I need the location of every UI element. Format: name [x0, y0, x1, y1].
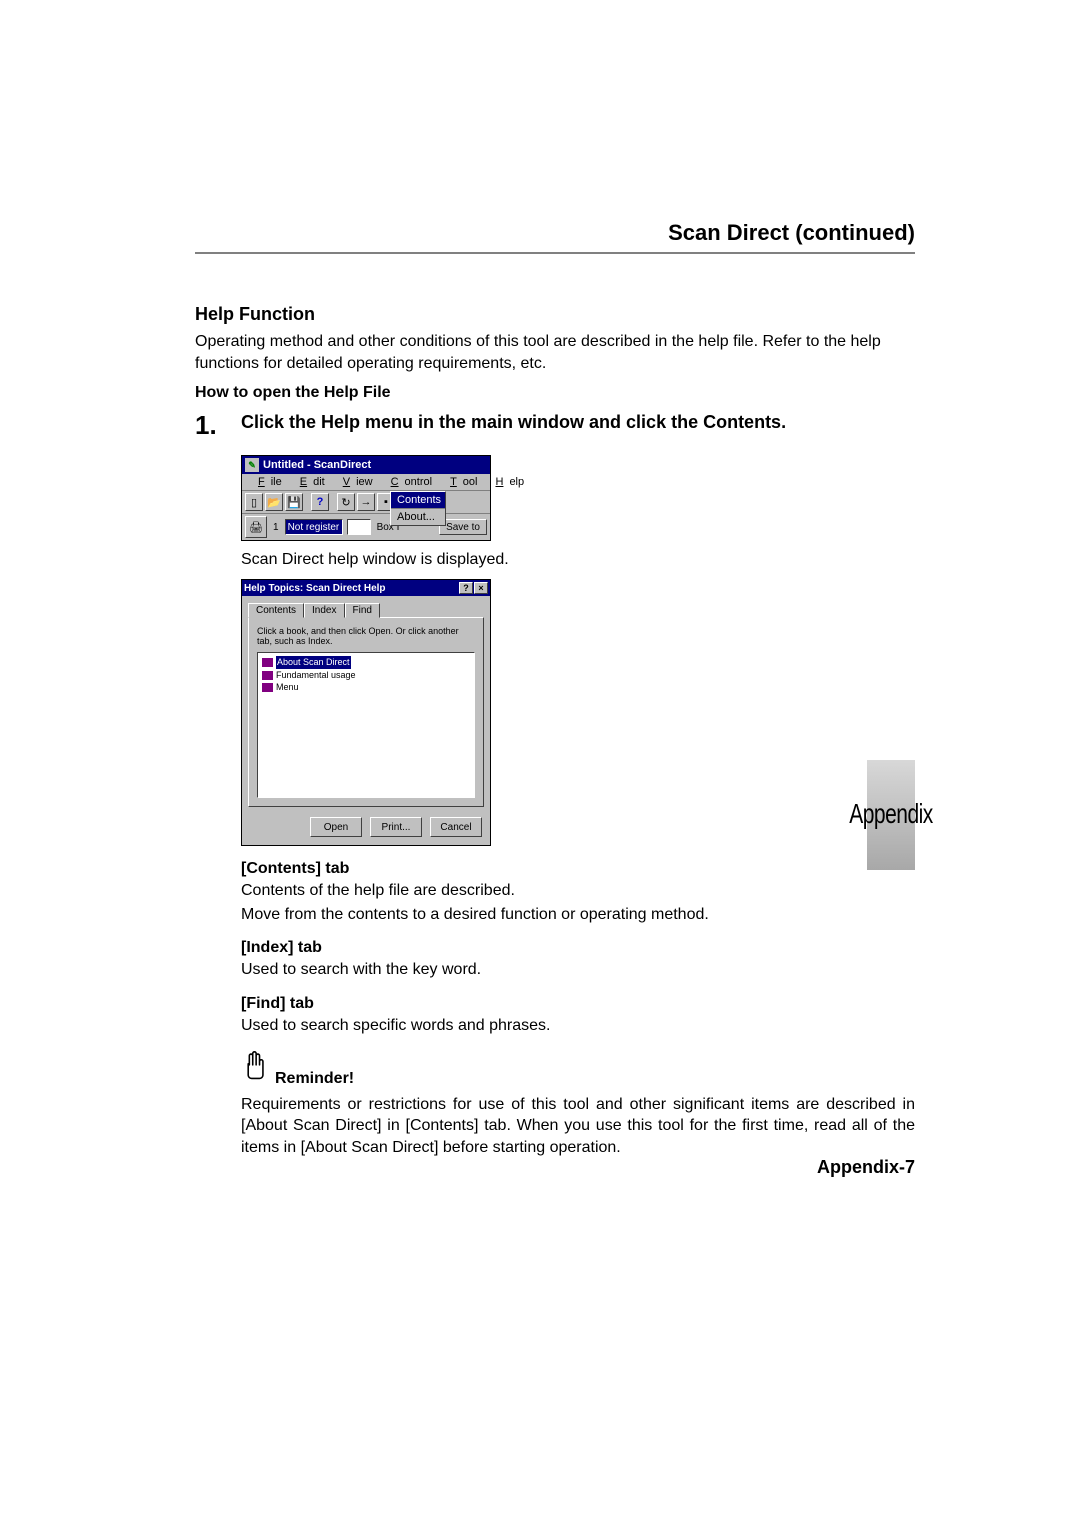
hand-icon [241, 1049, 269, 1088]
step-text: Click the Help menu in the main window a… [241, 410, 786, 434]
menu-file[interactable]: File [246, 475, 288, 489]
help-topics-window: Help Topics: Scan Direct Help ? × Conten… [241, 579, 491, 846]
cancel-button[interactable]: Cancel [430, 817, 482, 837]
howto-heading: How to open the Help File [195, 384, 915, 402]
divider [195, 252, 915, 254]
topics-tree: About Scan Direct Fundamental usage Menu [257, 652, 475, 798]
appendix-label: Appendix [849, 799, 933, 830]
printer-icon[interactable]: 🖨 [245, 516, 267, 538]
new-icon[interactable]: ▯ [245, 493, 263, 511]
index-tab-heading: [Index] tab [241, 939, 915, 957]
register-field[interactable]: Not register [285, 519, 343, 535]
menu-tool[interactable]: Tool [438, 475, 483, 489]
refresh-icon[interactable]: ↻ [337, 493, 355, 511]
dropdown-contents[interactable]: Contents [391, 492, 445, 509]
contents-tab-line2: Move from the contents to a desired func… [241, 904, 915, 926]
tree-node-fundamental[interactable]: Fundamental usage [262, 669, 470, 682]
menu-help[interactable]: Help [483, 475, 530, 489]
help-dropdown: Contents About... [390, 491, 446, 526]
contents-tab-heading: [Contents] tab [241, 860, 915, 878]
book-icon [262, 671, 273, 680]
print-button[interactable]: Print... [370, 817, 422, 837]
help-question-icon[interactable]: ? [459, 582, 473, 594]
app-menubar: File Edit View Control Tool Help [242, 474, 490, 491]
index-tab-line1: Used to search with the key word. [241, 959, 915, 981]
tab-instruction: Click a book, and then click Open. Or cl… [257, 626, 475, 646]
menu-control[interactable]: Control [379, 475, 438, 489]
help-function-intro: Operating method and other conditions of… [195, 331, 915, 374]
app-icon: ✎ [245, 458, 259, 472]
find-tab-line1: Used to search specific words and phrase… [241, 1015, 915, 1037]
app-toolbar: ▯ 📂 💾 ? ↻ → ▪ Contents About... [242, 491, 490, 514]
close-icon[interactable]: × [474, 582, 488, 594]
reminder-label: Reminder! [275, 1070, 354, 1088]
help-titlebar: Help Topics: Scan Direct Help ? × [242, 580, 490, 596]
help-tabs: Contents Index Find [242, 596, 490, 617]
arrow-right-icon[interactable]: → [357, 493, 375, 511]
app-titlebar: ✎ Untitled - ScanDirect [242, 456, 490, 474]
step-number: 1. [195, 410, 241, 441]
menu-edit[interactable]: Edit [288, 475, 331, 489]
step-1: 1. Click the Help menu in the main windo… [195, 410, 915, 441]
contents-tab-line1: Contents of the help file are described. [241, 880, 915, 902]
tree-node-menu[interactable]: Menu [262, 681, 470, 694]
appendix-side-tab: Appendix [867, 760, 915, 870]
open-icon[interactable]: 📂 [265, 493, 283, 511]
blank-field-1[interactable] [347, 519, 371, 535]
scandirect-window: ✎ Untitled - ScanDirect File Edit View C… [241, 455, 491, 541]
page-footer: Appendix-7 [817, 1157, 915, 1178]
help-buttons: Open Print... Cancel [242, 813, 490, 845]
reminder-text: Requirements or restrictions for use of … [241, 1094, 915, 1159]
tab-find[interactable]: Find [345, 603, 380, 618]
help-title: Help Topics: Scan Direct Help [244, 583, 386, 594]
row-num: 1 [271, 522, 281, 533]
tab-contents[interactable]: Contents [248, 603, 304, 618]
open-button[interactable]: Open [310, 817, 362, 837]
caption-help-displayed: Scan Direct help window is displayed. [241, 551, 915, 569]
app-row2: 🖨 1 Not register Box I Save to [242, 514, 490, 540]
dropdown-about[interactable]: About... [391, 509, 445, 525]
book-icon [262, 683, 273, 692]
save-to-button[interactable]: Save to [439, 519, 487, 535]
find-tab-heading: [Find] tab [241, 995, 915, 1013]
help-icon[interactable]: ? [311, 493, 329, 511]
reminder-row: Reminder! [241, 1049, 915, 1088]
tab-index[interactable]: Index [304, 603, 344, 618]
app-title: Untitled - ScanDirect [263, 459, 371, 471]
save-icon[interactable]: 💾 [285, 493, 303, 511]
menu-view[interactable]: View [331, 475, 379, 489]
section-title: Scan Direct (continued) [195, 220, 915, 246]
tab-panel-contents: Click a book, and then click Open. Or cl… [248, 617, 484, 807]
help-function-heading: Help Function [195, 304, 915, 325]
tree-node-about[interactable]: About Scan Direct [262, 656, 470, 669]
document-page: Scan Direct (continued) Help Function Op… [0, 0, 1080, 1528]
book-icon [262, 658, 273, 667]
